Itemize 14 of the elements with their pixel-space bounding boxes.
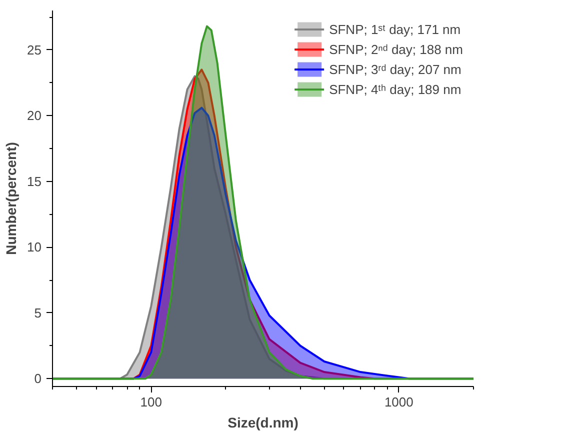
y-tick-label: 0 bbox=[34, 371, 42, 386]
y-tick-label: 15 bbox=[27, 174, 42, 189]
x-tick-label: 100 bbox=[140, 394, 162, 410]
legend-label: SFNP; 1ˢᵗ day; 171 nm bbox=[329, 22, 461, 36]
y-tick-label: 5 bbox=[34, 305, 42, 320]
legend-label: SFNP; 3ʳᵈ day; 207 nm bbox=[329, 62, 462, 76]
y-axis-title: Number(percent) bbox=[3, 142, 20, 255]
y-tick-label: 25 bbox=[27, 42, 42, 58]
y-tick-label: 10 bbox=[27, 240, 42, 255]
x-axis-title: Size(d.nm) bbox=[228, 414, 298, 430]
x-tick-label: 1000 bbox=[384, 394, 414, 410]
legend-label: SFNP; 2ⁿᵈ day; 188 nm bbox=[329, 42, 463, 56]
legend-label: SFNP; 4ᵗʰ day; 189 nm bbox=[329, 82, 462, 96]
y-tick-label: 20 bbox=[27, 108, 42, 124]
